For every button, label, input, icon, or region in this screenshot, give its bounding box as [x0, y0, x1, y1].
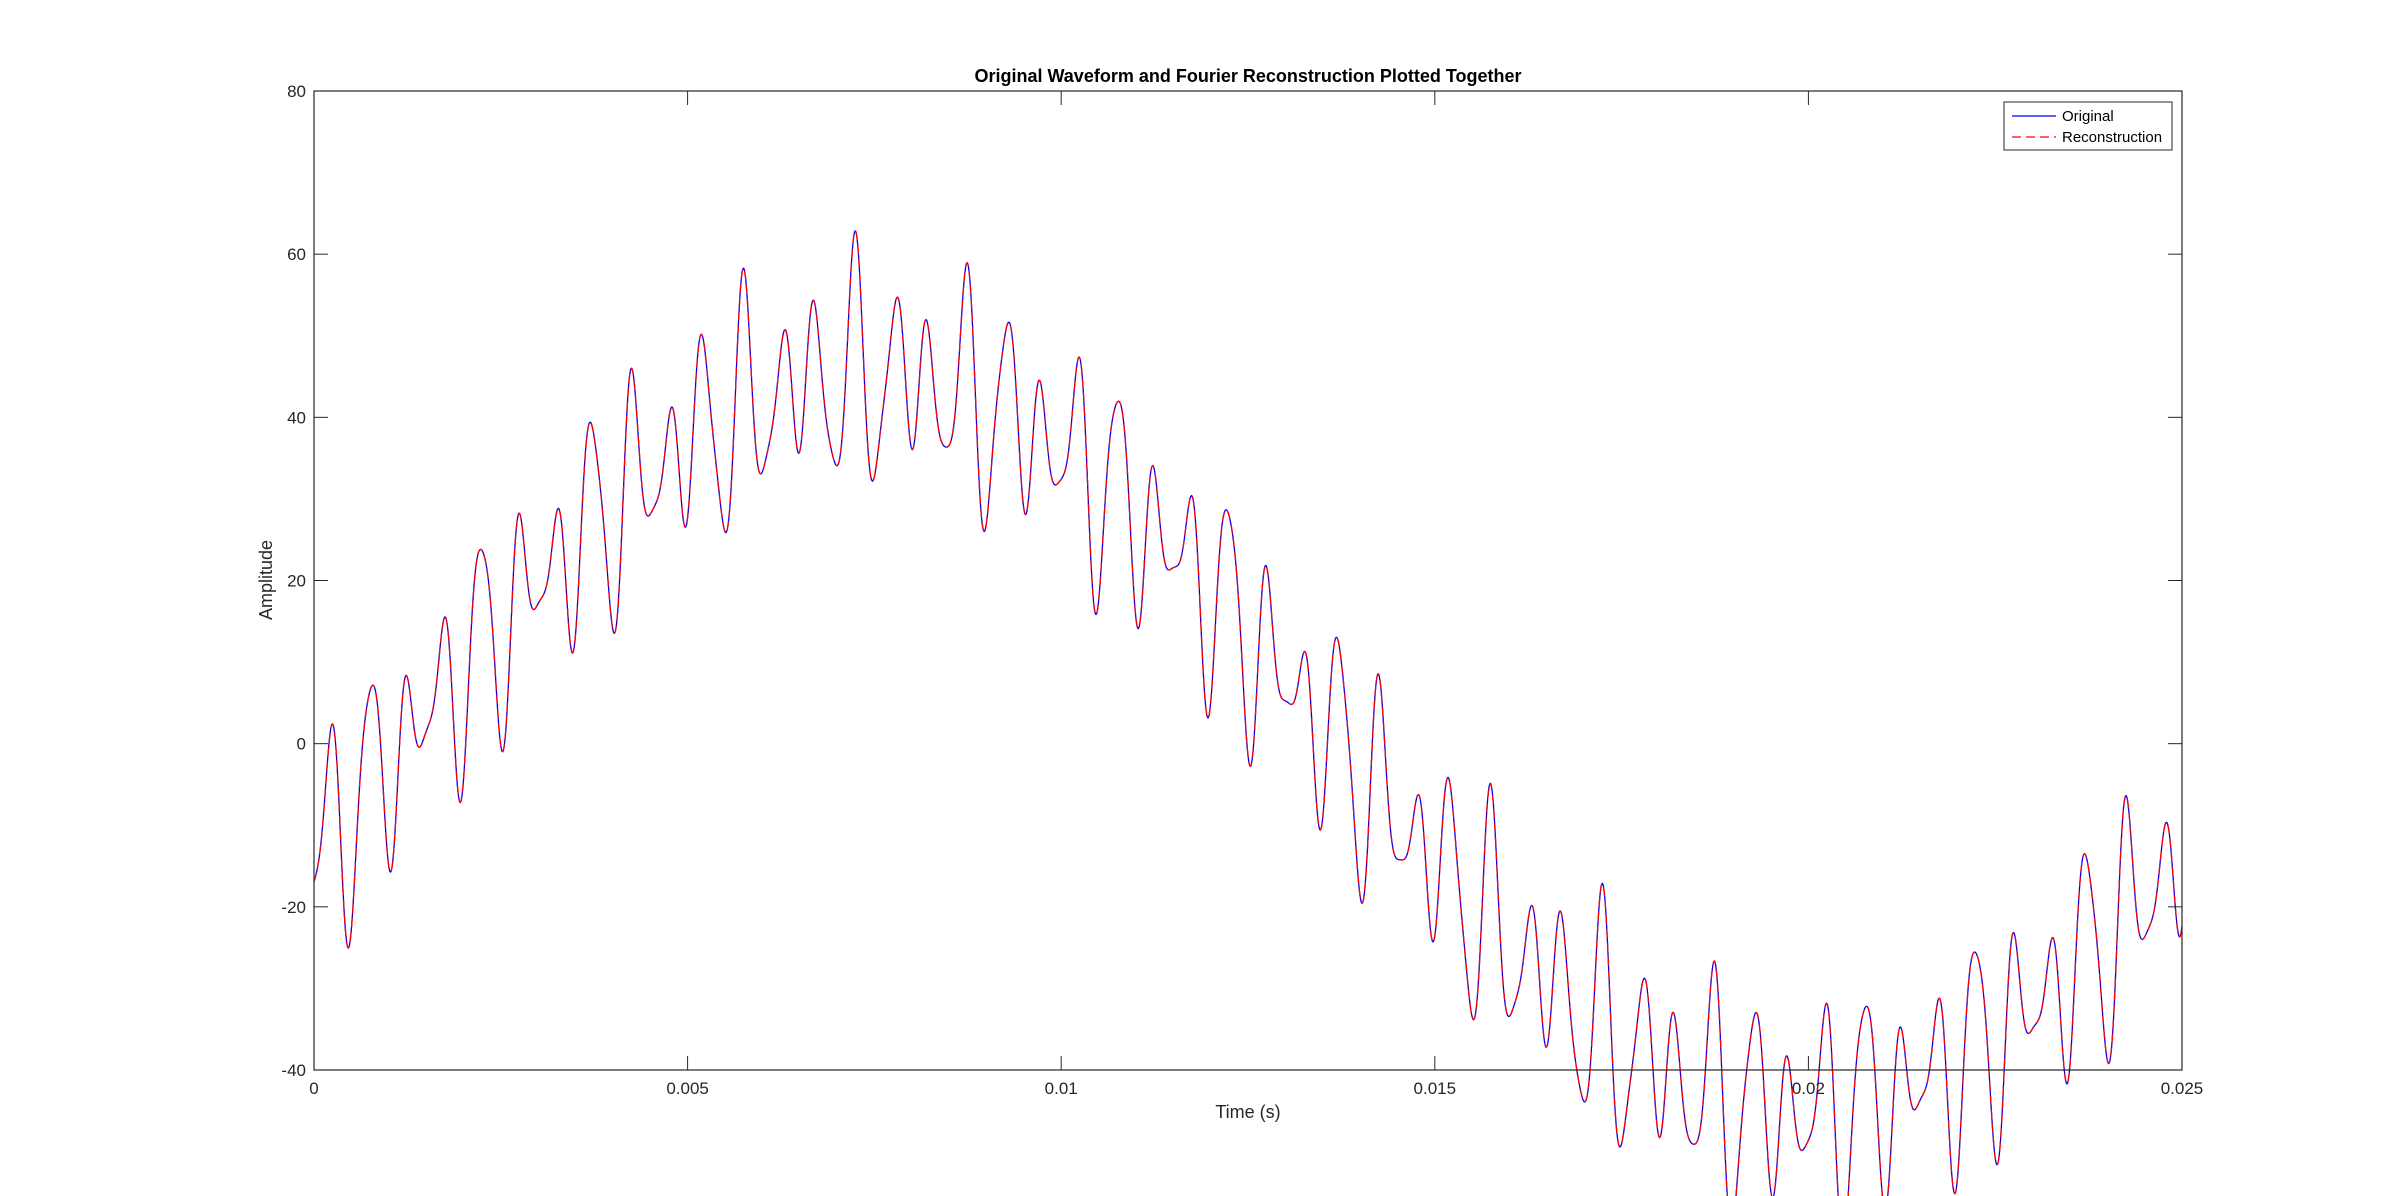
x-tick-label: 0.02 — [1792, 1079, 1825, 1098]
y-tick-label: 40 — [287, 408, 306, 427]
legend-label-original: Original — [2062, 108, 2114, 125]
x-tick-label: 0.01 — [1045, 1079, 1078, 1098]
y-tick-label: 0 — [297, 735, 306, 754]
x-axis: 0 0.005 0.01 0.015 0.02 0.025 — [309, 91, 2203, 1098]
x-tick-label: 0 — [309, 1079, 318, 1098]
plot-area — [314, 91, 2182, 1070]
legend-box — [2003, 101, 2173, 151]
chart-title: Original Waveform and Fourier Reconstruc… — [974, 66, 1521, 86]
series-line-reconstruction — [313, 230, 2183, 1196]
x-tick-label: 0.025 — [2161, 1079, 2204, 1098]
y-tick-label: -40 — [281, 1061, 306, 1080]
x-tick-label: 0.015 — [1414, 1079, 1457, 1098]
y-axis-label: Amplitude — [256, 540, 276, 620]
legend-label-reconstruction: Reconstruction — [2062, 129, 2162, 146]
series-layer — [313, 230, 2183, 1196]
y-tick-label: -20 — [281, 898, 306, 917]
x-axis-label: Time (s) — [1215, 1102, 1280, 1122]
y-tick-label: 20 — [287, 572, 306, 591]
x-tick-label: 0.005 — [666, 1079, 709, 1098]
legend[interactable]: Original Reconstruction — [2003, 101, 2173, 151]
y-tick-label: 60 — [287, 245, 306, 264]
y-tick-label: 80 — [287, 82, 306, 101]
y-axis: -40 -20 0 20 40 60 80 — [281, 82, 2182, 1080]
